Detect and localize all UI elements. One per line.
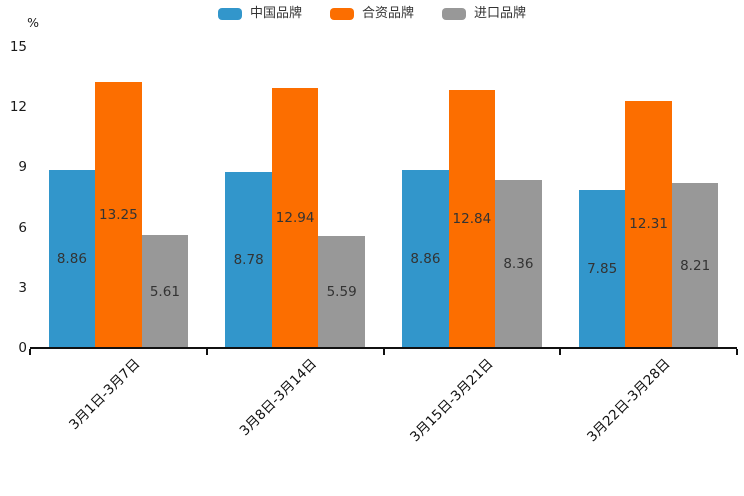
x-axis-label-3: 3月22日-3月28日 <box>584 355 674 446</box>
y-tick-label-12: 12 <box>9 99 27 116</box>
bar-import-brands-group-1[interactable]: 5.59 <box>318 235 365 348</box>
chart-legend: 中国品牌 合资品牌 进口品牌 <box>0 7 744 21</box>
y-tick-label-15: 15 <box>9 38 27 55</box>
x-axis-label-2: 3月15日-3月21日 <box>407 355 498 446</box>
bar-china-brands-group-1[interactable]: 8.78 <box>225 171 272 348</box>
x-axis-label-0: 3月1日-3月7日 <box>66 355 144 434</box>
y-axis-unit-label: % <box>27 15 39 30</box>
x-axis-line <box>30 347 737 349</box>
bar-value-label: 12.31 <box>629 216 668 233</box>
y-tick-label-0: 0 <box>18 340 27 356</box>
bar-joint-venture-brands-group-2[interactable]: 12.84 <box>448 90 496 348</box>
x-axis-tick <box>559 349 562 355</box>
bar-value-label: 5.61 <box>149 283 180 300</box>
bar-value-label: 12.84 <box>452 211 492 228</box>
legend-swatch-joint-venture-brands <box>329 8 354 20</box>
x-axis-tick <box>205 349 208 355</box>
legend-swatch-china-brands <box>217 8 242 20</box>
bar-joint-venture-brands-group-3[interactable]: 12.31 <box>625 100 672 348</box>
x-axis-label-1: 3月8日-3月14日 <box>236 355 321 440</box>
bar-value-label: 13.25 <box>99 207 138 224</box>
bar-value-label: 12.94 <box>275 210 315 227</box>
x-axis-tick <box>29 349 31 355</box>
legend-label-china-brands: 中国品牌 <box>249 6 302 21</box>
legend-item-china-brands[interactable]: 中国品牌 <box>217 6 302 21</box>
bar-import-brands-group-2[interactable]: 8.36 <box>495 180 542 348</box>
y-tick-label-9: 9 <box>18 159 27 176</box>
y-tick-label-3: 3 <box>18 279 27 296</box>
legend-label-joint-venture-brands: 合资品牌 <box>361 6 414 21</box>
bar-china-brands-group-0[interactable]: 8.86 <box>48 170 96 348</box>
bar-china-brands-group-2[interactable]: 8.86 <box>402 170 449 348</box>
bar-value-label: 8.36 <box>503 256 534 273</box>
bar-joint-venture-brands-group-1[interactable]: 12.94 <box>271 88 319 348</box>
bar-value-label: 5.59 <box>326 283 357 300</box>
bar-value-label: 8.21 <box>680 257 711 274</box>
y-tick-label-6: 6 <box>18 219 27 236</box>
x-axis-tick <box>736 349 738 355</box>
legend-label-import-brands: 进口品牌 <box>474 6 527 21</box>
legend-swatch-import-brands <box>442 8 466 20</box>
bar-import-brands-group-0[interactable]: 5.61 <box>141 235 189 348</box>
x-axis-tick <box>382 349 385 355</box>
legend-item-import-brands[interactable]: 进口品牌 <box>442 7 526 21</box>
bar-value-label: 8.86 <box>410 251 441 268</box>
bar-china-brands-group-3[interactable]: 7.85 <box>578 190 626 348</box>
bar-value-label: 7.85 <box>587 261 618 278</box>
bar-joint-venture-brands-group-0[interactable]: 13.25 <box>95 82 142 348</box>
bar-value-label: 8.86 <box>56 251 87 268</box>
legend-item-joint-venture-brands[interactable]: 合资品牌 <box>329 6 414 21</box>
bar-value-label: 8.78 <box>233 251 264 268</box>
bar-import-brands-group-3[interactable]: 8.21 <box>671 183 719 348</box>
